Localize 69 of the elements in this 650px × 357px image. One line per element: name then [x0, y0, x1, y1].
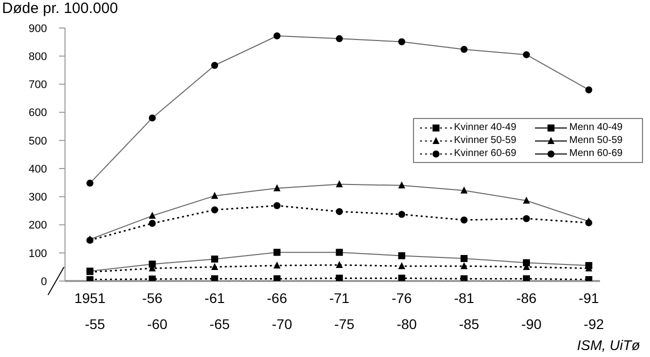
point — [336, 260, 343, 268]
point — [398, 210, 406, 218]
point — [274, 248, 281, 256]
point — [522, 215, 530, 222]
point — [336, 180, 343, 188]
y-axis-title: Døde pr. 100.000 — [2, 0, 118, 17]
x-tick-label: -56 -60 — [142, 290, 168, 332]
point — [336, 208, 343, 216]
x-tick-label: -91 -92 — [578, 290, 604, 332]
legend-label: Kvinner 40-49 — [454, 122, 516, 133]
point — [460, 262, 468, 270]
x-tick-label: -61 -65 — [204, 290, 230, 332]
point — [336, 274, 343, 281]
y-tick-label: 800 — [28, 51, 47, 64]
legend-label: Menn 60-69 — [569, 148, 623, 159]
point — [148, 220, 156, 227]
legend-label: Kvinner 50-59 — [454, 135, 516, 146]
x-tick-label: -66 -70 — [266, 290, 292, 332]
point — [148, 114, 156, 122]
y-tick-label: 500 — [28, 135, 47, 148]
point — [460, 46, 468, 53]
point — [460, 216, 468, 224]
y-tick-label: 400 — [28, 163, 47, 176]
x-tick-label: -71 -75 — [329, 290, 355, 332]
x-tick-label: -81 -85 — [454, 290, 480, 332]
x-tick-label: -86 -90 — [516, 290, 542, 332]
point — [398, 181, 406, 188]
point — [211, 62, 218, 69]
point — [211, 256, 218, 263]
point — [274, 32, 281, 40]
point — [460, 186, 468, 194]
point — [460, 275, 468, 281]
point — [522, 259, 530, 266]
point — [211, 192, 218, 199]
point — [274, 262, 281, 269]
point — [398, 38, 406, 46]
point — [211, 262, 218, 270]
point — [522, 275, 530, 281]
x-tick-label: -76 -80 — [392, 290, 418, 332]
point — [274, 184, 281, 192]
y-tick-label: 600 — [28, 107, 47, 120]
point — [211, 275, 218, 281]
point — [398, 274, 406, 281]
y-tick-label: 100 — [28, 248, 47, 260]
legend-label: Kvinner 60-69 — [454, 148, 516, 159]
point — [522, 196, 530, 204]
point — [336, 248, 343, 256]
x-tick-label: 1951 -55 — [74, 290, 106, 332]
point — [274, 202, 281, 210]
point — [522, 51, 530, 58]
point — [148, 212, 156, 219]
point — [398, 262, 406, 270]
point — [460, 255, 468, 262]
point — [211, 206, 218, 214]
y-tick-label: 900 — [28, 22, 47, 35]
y-tick-label: 200 — [28, 220, 47, 232]
point — [86, 180, 94, 187]
point — [148, 276, 156, 281]
legend-label: Menn 50-59 — [569, 135, 623, 146]
point — [398, 252, 406, 260]
point — [336, 35, 343, 42]
y-tick-label: 0 — [40, 276, 47, 288]
legend-label: Menn 40-49 — [569, 122, 623, 133]
point — [585, 86, 592, 94]
y-tick-label: 300 — [28, 192, 47, 204]
point — [148, 260, 156, 268]
text: ISM, UiTø — [577, 337, 640, 353]
y-tick-label: 700 — [28, 79, 47, 92]
point — [274, 275, 281, 281]
